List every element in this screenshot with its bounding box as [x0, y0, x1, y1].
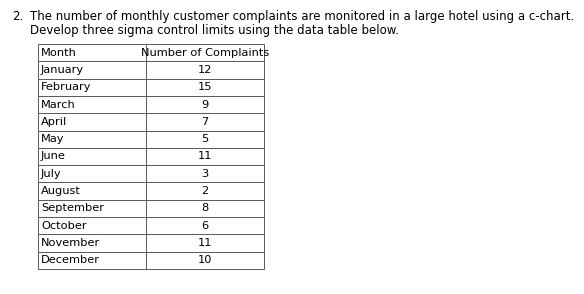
Bar [38, 78, 146, 96]
Text: August: August [41, 186, 81, 196]
Text: The number of monthly customer complaints are monitored in a large hotel using a: The number of monthly customer complaint… [30, 10, 574, 23]
Text: 10: 10 [198, 255, 212, 265]
Bar [146, 200, 264, 217]
Bar [38, 61, 146, 78]
Bar [38, 200, 146, 217]
Text: 3: 3 [201, 169, 208, 179]
Bar [146, 96, 264, 113]
Text: November: November [41, 238, 100, 248]
Bar [38, 131, 146, 148]
Text: May: May [41, 134, 64, 144]
Text: 8: 8 [201, 203, 208, 213]
Text: March: March [41, 100, 76, 110]
Text: 5: 5 [201, 134, 208, 144]
Bar [146, 131, 264, 148]
Bar [146, 78, 264, 96]
Bar [146, 148, 264, 165]
Bar [38, 165, 146, 182]
Bar [38, 252, 146, 269]
Text: June: June [41, 151, 66, 161]
Bar [38, 182, 146, 200]
Text: September: September [41, 203, 104, 213]
Bar [146, 234, 264, 252]
Text: Develop three sigma control limits using the data table below.: Develop three sigma control limits using… [30, 24, 399, 37]
Text: 2.: 2. [12, 10, 23, 23]
Bar [146, 182, 264, 200]
Text: 11: 11 [198, 238, 212, 248]
Bar [38, 148, 146, 165]
Text: December: December [41, 255, 100, 265]
Bar [146, 61, 264, 78]
Text: 15: 15 [198, 82, 212, 92]
Text: July: July [41, 169, 62, 179]
Bar [38, 44, 146, 61]
Bar [146, 165, 264, 182]
Text: 6: 6 [201, 221, 208, 231]
Text: 12: 12 [198, 65, 212, 75]
Text: October: October [41, 221, 86, 231]
Text: 7: 7 [201, 117, 208, 127]
Bar [38, 96, 146, 113]
Text: January: January [41, 65, 84, 75]
Text: February: February [41, 82, 92, 92]
Bar [146, 217, 264, 234]
Bar [146, 113, 264, 131]
Text: 9: 9 [201, 100, 208, 110]
Bar [38, 234, 146, 252]
Bar [38, 217, 146, 234]
Text: Number of Complaints: Number of Complaints [141, 48, 269, 58]
Text: April: April [41, 117, 67, 127]
Bar [146, 44, 264, 61]
Text: 11: 11 [198, 151, 212, 161]
Text: 2: 2 [201, 186, 208, 196]
Bar [146, 252, 264, 269]
Text: Month: Month [41, 48, 77, 58]
Bar [38, 113, 146, 131]
